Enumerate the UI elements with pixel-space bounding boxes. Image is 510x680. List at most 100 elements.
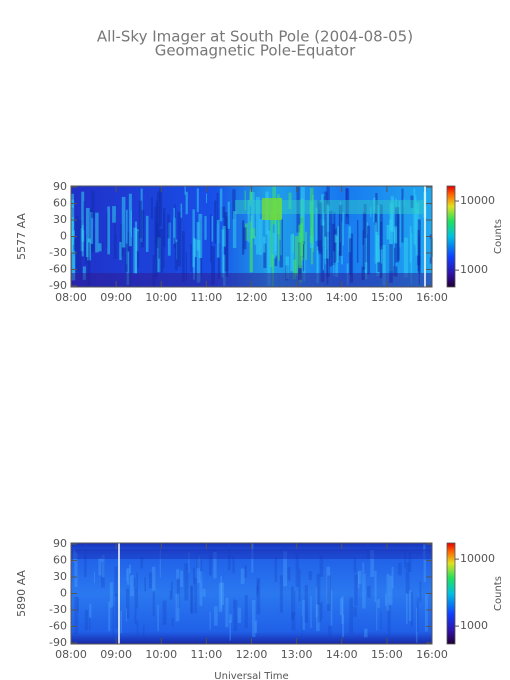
colorbar-tick-label: 1000 [460,263,488,276]
keogram-streak [196,555,200,569]
keogram-streak [83,201,85,231]
keogram-streak [263,243,267,269]
keogram-streak [196,188,199,213]
colorbar-tick-label: 10000 [460,552,495,565]
keogram-streak [93,571,95,584]
colorbar-label: Counts [493,576,504,611]
keogram-streak [366,225,371,275]
keogram-streak [167,222,171,256]
keogram-streak [73,237,75,257]
keogram-streak [114,215,116,235]
keogram-streak [205,193,208,203]
x-tick-label: 13:00 [281,291,313,304]
keogram-streak [318,202,323,253]
keogram-streak [127,232,131,287]
keogram-streak [180,570,183,587]
keogram-streak [130,210,132,237]
keogram-streak [175,593,180,622]
keogram-streak [209,611,211,630]
keogram-streak [245,223,249,241]
keogram-streak [185,191,188,215]
y-tick-label: 0 [60,230,67,243]
keogram-streak [405,562,410,594]
keogram-streak [304,585,308,623]
keogram-streak [364,628,368,638]
keogram-streak [251,228,256,239]
keogram-streak [214,200,217,244]
y-tick-label: 90 [53,180,67,193]
keogram-streak [232,189,236,219]
x-tick-label: 12:00 [236,648,268,661]
keogram-streak [410,591,413,627]
keogram-streak [294,236,299,276]
keogram-streak [415,202,420,214]
keogram-streak [221,229,225,278]
keogram-streak [337,226,339,251]
x-tick-label: 11:00 [191,291,223,304]
keogram-streak [219,188,223,222]
keogram-streak [159,228,164,273]
y-tick-label: 0 [60,587,67,600]
keogram-streak [405,593,408,625]
keogram-streak [367,585,371,598]
keogram-streak [188,552,190,573]
keogram-streak [216,219,220,258]
chart-title: All-Sky Imager at South Pole (2004-08-05… [97,28,413,46]
keogram-streak [150,197,153,219]
keogram-streak [143,624,145,642]
keogram-streak [92,230,95,253]
keogram-streak [77,597,79,613]
keogram-streak [174,242,178,271]
keogram-streak [409,226,412,263]
keogram-streak [243,227,247,250]
keogram-streak [237,607,241,623]
keogram-streak [112,605,115,643]
keogram-streak [370,550,375,577]
keogram-streak [158,230,161,259]
keogram-streak [321,601,323,619]
keogram-streak [274,199,277,252]
keogram-streak [84,543,87,578]
keogram-streak [190,585,194,613]
keogram-streak [349,238,353,275]
y-tick-label: -90 [49,636,67,649]
keogram-streak [232,211,237,249]
keogram-streak [121,196,126,248]
keogram-streak [217,243,221,280]
keogram-streak [120,610,122,634]
keogram-streak [377,262,380,273]
keogram-streak [379,204,383,250]
keogram-streak [74,596,79,635]
keogram-streak [300,186,305,242]
keogram-streak [173,207,175,238]
keogram-streak [216,192,219,224]
y-tick-label: -60 [49,619,67,632]
keogram-streak [198,213,203,258]
keogram-streak [386,224,390,240]
y-axis-label: 5890 AA [15,570,28,617]
x-tick-label: 15:00 [371,291,403,304]
keogram-streak [229,620,231,641]
keogram-streak [418,235,420,285]
keogram-band [235,200,425,214]
keogram-streak [254,236,256,245]
keogram-streak [315,587,318,618]
keogram-streak [334,234,337,243]
keogram-streak [267,230,271,286]
keogram-streak [354,574,358,606]
keogram-streak [326,566,331,605]
keogram-streak [171,617,174,627]
keogram-streak [329,210,333,267]
y-tick-label: -30 [49,603,67,616]
keogram-streak [279,575,283,613]
keogram-streak [223,254,226,286]
keogram-streak [192,209,195,268]
keogram-streak [90,212,94,244]
keogram-streak [156,200,159,249]
keogram-streak [190,586,193,615]
keogram-streak [377,598,380,608]
keogram-streak [298,265,302,280]
keogram-streak [333,250,335,276]
keogram-streak [220,575,222,610]
keogram-streak [316,603,320,632]
